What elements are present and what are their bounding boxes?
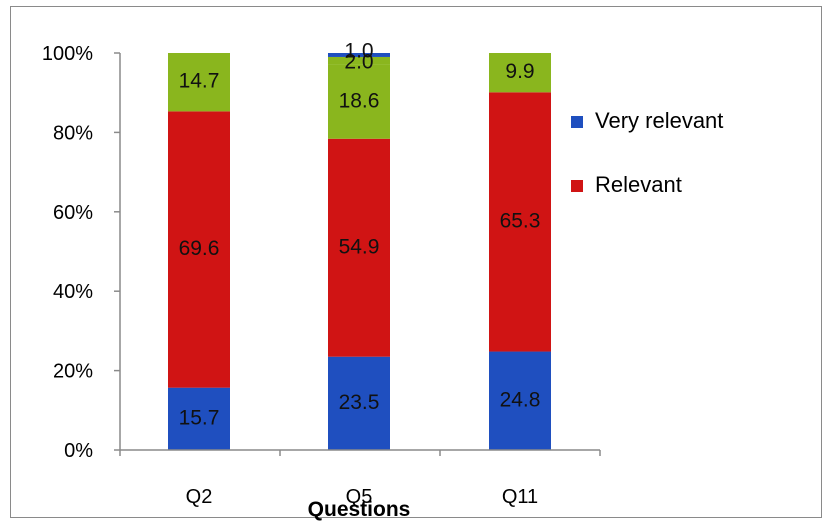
x-axis-title: Questions <box>308 498 411 521</box>
bar-segment <box>328 138 390 357</box>
bar-segment <box>489 351 551 450</box>
x-tick-label: Q5 <box>346 486 373 508</box>
bar-segment <box>489 92 551 352</box>
y-tick-label: 100% <box>42 43 93 65</box>
y-tick-label: 40% <box>53 281 93 303</box>
bar-segment <box>328 64 390 139</box>
data-label: 24.8 <box>500 388 541 411</box>
legend-label: Relevant <box>595 172 682 197</box>
data-label: 9.9 <box>505 60 534 83</box>
y-tick-label: 80% <box>53 122 93 144</box>
data-label: 23.5 <box>339 391 380 414</box>
y-tick-label: 0% <box>64 440 93 462</box>
bar-segment <box>328 53 390 57</box>
chart-frame <box>10 6 822 518</box>
legend-swatch <box>571 116 583 128</box>
bar-segment <box>168 111 230 388</box>
data-label: 1.0 <box>344 40 373 63</box>
x-tick-label: Q11 <box>502 486 538 508</box>
legend-swatch <box>571 180 583 192</box>
bar-segment <box>328 356 390 450</box>
y-tick-label: 60% <box>53 202 93 224</box>
x-axis: Q2 Q5 Q11 Questions <box>119 449 601 521</box>
bar-segment <box>489 53 551 93</box>
bar-segment <box>328 56 390 65</box>
data-label: 69.6 <box>179 237 220 260</box>
data-label: 54.9 <box>339 235 380 258</box>
y-axis: 0% 20% 40% 60% 80% 100% <box>42 43 121 462</box>
y-tick-label: 20% <box>53 361 93 383</box>
bar-segment <box>168 387 230 450</box>
data-label: 2.0 <box>344 51 373 74</box>
data-label: 14.7 <box>179 70 220 93</box>
data-label: 65.3 <box>500 209 541 232</box>
data-label: 18.6 <box>339 89 380 112</box>
bars <box>168 53 551 450</box>
legend: Very relevant Relevant <box>571 108 723 197</box>
x-tick-label: Q2 <box>186 486 213 508</box>
data-labels: 15.7 69.6 14.7 23.5 54.9 18.6 2.01.0 24.8 65.3 9.… <box>179 40 541 430</box>
data-label: 15.7 <box>179 406 220 429</box>
bar-segment <box>168 53 230 112</box>
legend-label: Very relevant <box>595 108 723 133</box>
